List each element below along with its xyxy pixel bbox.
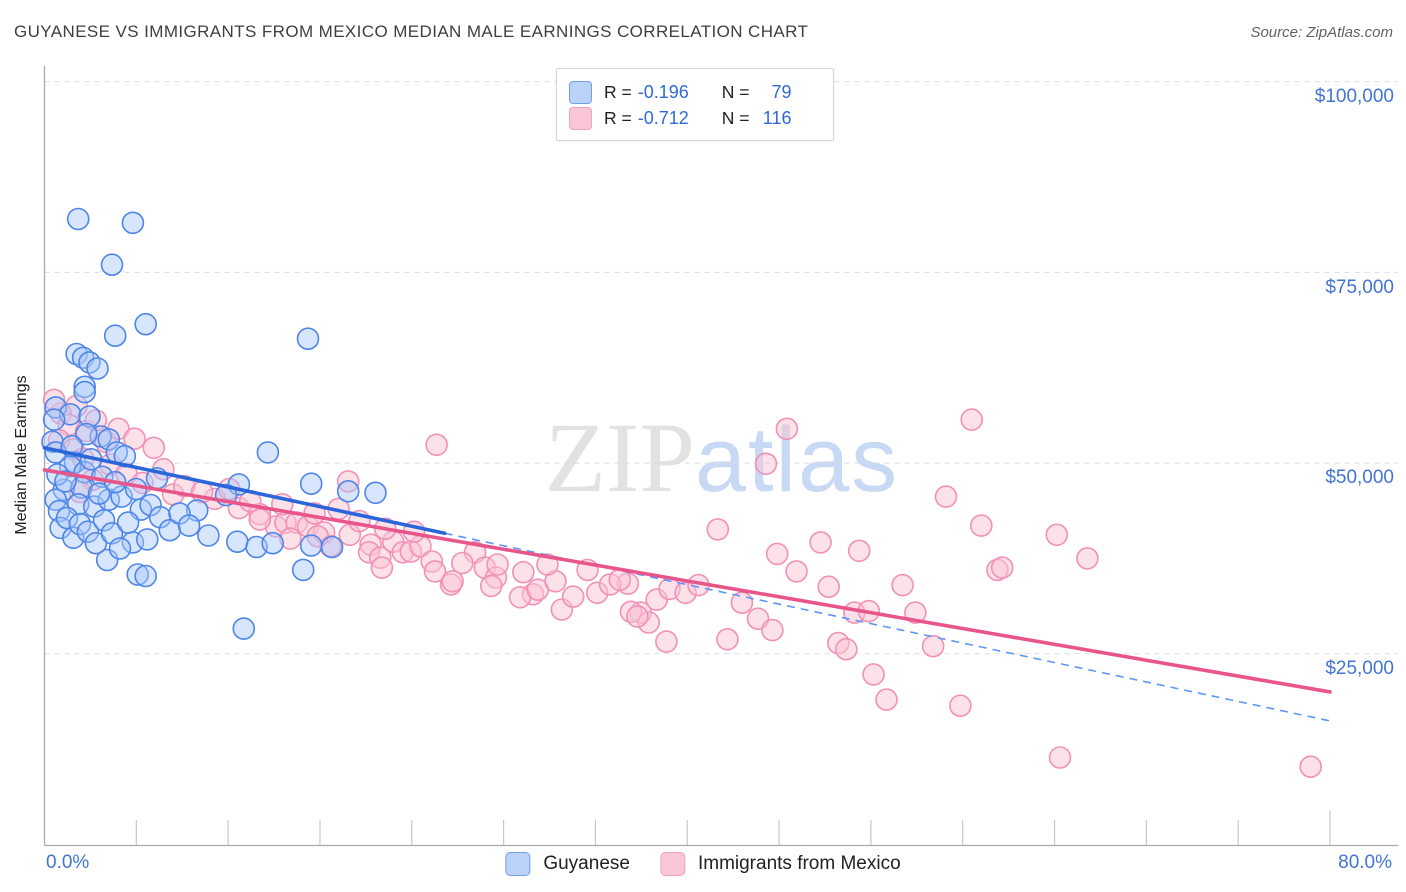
scatter-points-mexico xyxy=(42,388,1322,779)
guyanese-swatch xyxy=(569,80,592,104)
r-label: R = xyxy=(604,107,632,128)
axes xyxy=(43,66,1398,847)
stats-row-guyanese: R = -0.196 N = 79 xyxy=(569,80,821,104)
n-value-guyanese: 79 xyxy=(771,81,792,102)
legend-item-mexico: Immigrants from Mexico xyxy=(659,852,901,876)
gridlines xyxy=(44,81,1398,655)
trend-line-mexico xyxy=(42,468,1332,694)
r-label: R = xyxy=(604,81,632,102)
y-tick-label-50000: $50,000 xyxy=(1325,467,1394,488)
trend-line-guyanese xyxy=(42,446,447,536)
x-axis-max-label: 80.0% xyxy=(1338,852,1392,873)
x-axis-min-label: 0.0% xyxy=(46,852,90,873)
n-value-mexico: 116 xyxy=(762,107,792,128)
r-value-mexico: -0.712 xyxy=(637,107,689,128)
x-tick-marks xyxy=(135,810,1331,845)
legend-label-mexico: Immigrants from Mexico xyxy=(697,853,901,874)
source-attribution: Source: ZipAtlas.com xyxy=(1250,24,1393,41)
r-value-guyanese: -0.196 xyxy=(637,81,689,102)
y-tick-label-25000: $25,000 xyxy=(1325,658,1394,679)
stats-row-mexico: R = -0.712 N = 116 xyxy=(569,106,821,130)
mexico-swatch xyxy=(569,106,592,130)
legend-label-guyanese: Guyanese xyxy=(543,853,630,874)
y-tick-label-100000: $100,000 xyxy=(1314,86,1394,107)
correlation-stats-legend: R = -0.196 N = 79 R = -0.712 N = 116 xyxy=(556,68,834,141)
n-label: N = xyxy=(721,107,750,128)
trend-line-guyanese-extension xyxy=(444,532,1331,722)
mexico-swatch xyxy=(659,852,685,876)
guyanese-swatch xyxy=(505,852,531,876)
legend-item-guyanese: Guyanese xyxy=(505,852,630,876)
y-tick-label-75000: $75,000 xyxy=(1325,277,1394,298)
n-label: N = xyxy=(721,81,750,102)
series-legend: Guyanese Immigrants from Mexico xyxy=(505,852,901,876)
scatter-points-guyanese xyxy=(41,207,387,640)
page-title: GUYANESE VS IMMIGRANTS FROM MEXICO MEDIA… xyxy=(14,22,809,41)
